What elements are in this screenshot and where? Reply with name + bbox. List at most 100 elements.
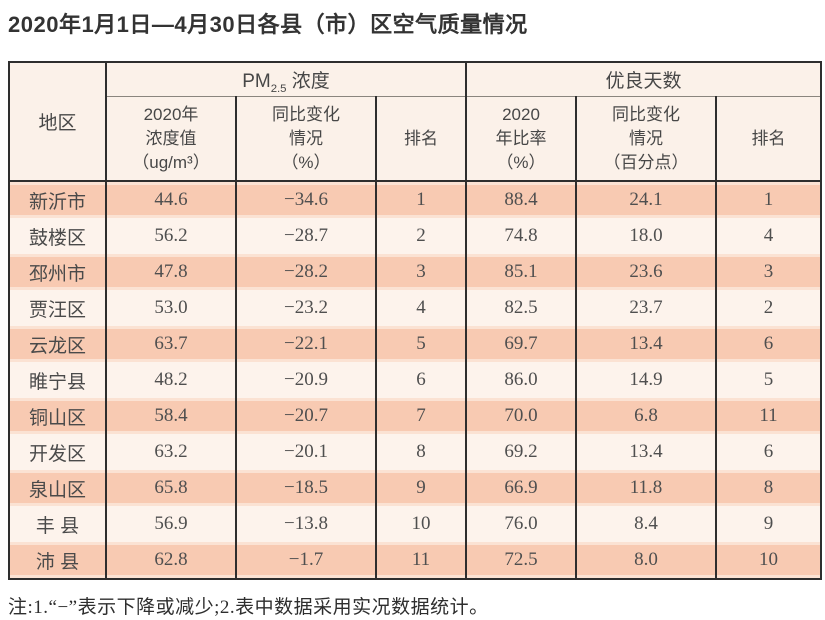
cell-good-change: 11.8: [575, 470, 717, 507]
cell-pm-rank: 7: [375, 398, 467, 435]
cell-good-change: 24.1: [575, 181, 717, 219]
cell-good-rank: 8: [714, 470, 823, 507]
cell-pm-value: 56.9: [105, 506, 237, 543]
cell-pm-value: 65.8: [105, 470, 237, 507]
cell-pm-change: −22.1: [235, 326, 377, 363]
cell-pm-rank: 3: [375, 254, 467, 291]
cell-pm-rank: 10: [375, 506, 467, 543]
table-row: 云龙区 63.7 −22.1 5 69.7 13.4 6: [8, 326, 823, 363]
cell-good-change: 18.0: [575, 218, 717, 255]
cell-good-change: 6.8: [575, 398, 717, 435]
cell-good-ratio: 86.0: [465, 362, 577, 399]
cell-pm-value: 58.4: [105, 398, 237, 435]
table-body: 新沂市 44.6 −34.6 1 88.4 24.1 1 鼓楼区 56.2 −2…: [8, 181, 823, 580]
cell-pm-value: 56.2: [105, 218, 237, 255]
cell-good-ratio: 66.9: [465, 470, 577, 507]
header-pm25-group: PM2.5 浓度: [105, 62, 467, 98]
table-row: 鼓楼区 56.2 −28.7 2 74.8 18.0 4: [8, 218, 823, 255]
cell-pm-change: −28.7: [235, 218, 377, 255]
cell-good-rank: 1: [714, 181, 823, 219]
cell-good-rank: 4: [714, 218, 823, 255]
table-row: 沛 县 62.8 −1.7 11 72.5 8.0 10: [8, 542, 823, 580]
cell-pm-value: 44.6: [105, 181, 237, 219]
cell-pm-change: −20.7: [235, 398, 377, 435]
cell-good-rank: 10: [714, 542, 823, 580]
header-pm-rank: 排名: [375, 96, 467, 182]
cell-pm-value: 48.2: [105, 362, 237, 399]
cell-pm-rank: 1: [375, 181, 467, 219]
cell-good-rank: 6: [714, 326, 823, 363]
cell-pm-change: −20.9: [235, 362, 377, 399]
cell-pm-rank: 8: [375, 434, 467, 471]
header-sub-row: 2020年 浓度值 （ug/m³） 同比变化 情况 （%） 排名 2020 年比…: [9, 96, 823, 182]
cell-pm-change: −1.7: [235, 542, 377, 580]
cell-good-ratio: 69.2: [465, 434, 577, 471]
header-region: 地区: [8, 62, 107, 182]
cell-pm-change: −34.6: [235, 181, 377, 219]
cell-good-change: 23.7: [575, 290, 717, 327]
air-quality-table: 地区 PM2.5 浓度 优良天数 2020年 浓度值 （ug/m³） 同比变化 …: [8, 61, 823, 581]
cell-good-ratio: 82.5: [465, 290, 577, 327]
page-title: 2020年1月1日—4月30日各县（市）区空气质量情况: [8, 12, 528, 37]
cell-pm-value: 62.8: [105, 542, 237, 580]
cell-region: 云龙区: [8, 326, 107, 363]
header-pm-value: 2020年 浓度值 （ug/m³）: [105, 96, 237, 182]
cell-good-rank: 3: [714, 254, 823, 291]
cell-region: 睢宁县: [8, 362, 107, 399]
header-good-days-group: 优良天数: [464, 62, 823, 98]
table-row: 铜山区 58.4 −20.7 7 70.0 6.8 11: [8, 398, 823, 435]
cell-good-change: 8.0: [575, 542, 717, 580]
cell-region: 沛 县: [8, 542, 107, 580]
cell-pm-rank: 2: [375, 218, 467, 255]
cell-good-ratio: 70.0: [465, 398, 577, 435]
cell-good-ratio: 76.0: [465, 506, 577, 543]
cell-pm-rank: 9: [375, 470, 467, 507]
cell-good-ratio: 69.7: [465, 326, 577, 363]
cell-region: 新沂市: [8, 181, 107, 219]
cell-good-change: 13.4: [575, 434, 717, 471]
cell-pm-change: −13.8: [235, 506, 377, 543]
header-good-ratio: 2020 年比率 （%）: [465, 96, 577, 182]
cell-pm-rank: 11: [375, 542, 467, 580]
cell-region: 鼓楼区: [8, 218, 107, 255]
cell-pm-rank: 4: [375, 290, 467, 327]
table-row: 睢宁县 48.2 −20.9 6 86.0 14.9 5: [8, 362, 823, 399]
cell-good-change: 8.4: [575, 506, 717, 543]
cell-region: 邳州市: [8, 254, 107, 291]
pm25-label-suffix: 浓度: [286, 71, 330, 93]
table-row: 泉山区 65.8 −18.5 9 66.9 11.8 8: [8, 470, 823, 507]
cell-region: 泉山区: [8, 470, 107, 507]
cell-pm-value: 47.8: [105, 254, 237, 291]
table-row: 贾汪区 53.0 −23.2 4 82.5 23.7 2: [8, 290, 823, 327]
cell-pm-rank: 5: [375, 326, 467, 363]
cell-pm-value: 63.2: [105, 434, 237, 471]
cell-pm-rank: 6: [375, 362, 467, 399]
table-row: 开发区 63.2 −20.1 8 69.2 13.4 6: [8, 434, 823, 471]
header-pm-change: 同比变化 情况 （%）: [235, 96, 377, 182]
header-group-row: 地区 PM2.5 浓度 优良天数: [8, 62, 823, 182]
cell-pm-change: −28.2: [235, 254, 377, 291]
cell-good-rank: 9: [714, 506, 823, 543]
table-row: 新沂市 44.6 −34.6 1 88.4 24.1 1: [8, 181, 823, 219]
cell-pm-change: −18.5: [235, 470, 377, 507]
cell-good-rank: 11: [714, 398, 823, 435]
pm25-label-prefix: PM: [242, 71, 271, 93]
cell-good-ratio: 72.5: [465, 542, 577, 580]
cell-good-change: 13.4: [575, 326, 717, 363]
header-good-change: 同比变化 情况 （百分点）: [575, 96, 717, 182]
cell-good-change: 23.6: [575, 254, 717, 291]
cell-good-rank: 6: [714, 434, 823, 471]
table-header: 地区 PM2.5 浓度 优良天数 2020年 浓度值 （ug/m³） 同比变化 …: [8, 62, 823, 182]
table-row: 邳州市 47.8 −28.2 3 85.1 23.6 3: [8, 254, 823, 291]
header-good-rank: 排名: [714, 96, 823, 182]
cell-good-ratio: 74.8: [465, 218, 577, 255]
cell-good-ratio: 88.4: [465, 181, 577, 219]
cell-pm-value: 53.0: [105, 290, 237, 327]
cell-pm-change: −23.2: [235, 290, 377, 327]
cell-pm-value: 63.7: [105, 326, 237, 363]
cell-pm-change: −20.1: [235, 434, 377, 471]
cell-region: 贾汪区: [8, 290, 107, 327]
footnote: 注:1.“−”表示下降或减少;2.表中数据采用实况数据统计。: [8, 597, 489, 619]
cell-good-ratio: 85.1: [465, 254, 577, 291]
